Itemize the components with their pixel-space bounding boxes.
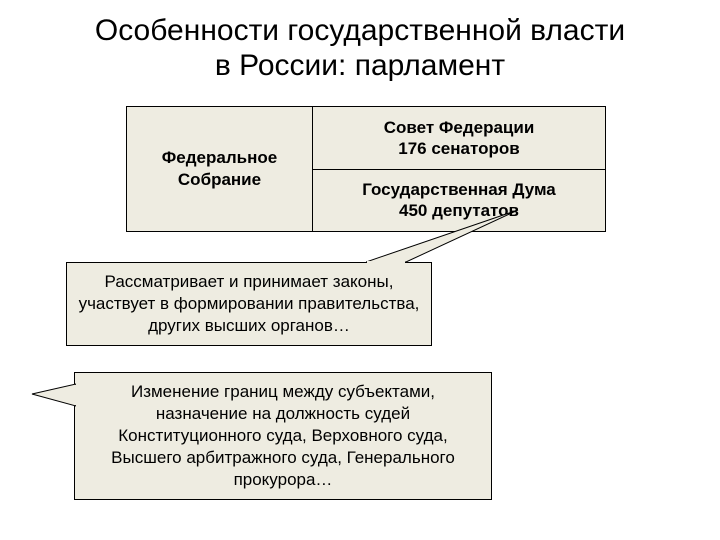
parliament-right-cell-1: Государственная Дума 450 депутатов	[313, 169, 605, 232]
slide: Особенности государственной власти в Рос…	[0, 0, 720, 540]
parliament-left-cell: Федеральное Собрание	[127, 107, 313, 231]
callout-lower-tail	[28, 382, 76, 410]
title-line-2: в России: парламент	[215, 49, 505, 82]
parliament-right-col: Совет Федерации 176 сенаторов Государств…	[313, 107, 605, 231]
parliament-right-cell-0: Совет Федерации 176 сенаторов	[313, 107, 605, 169]
parliament-table: Федеральное Собрание Совет Федерации 176…	[126, 106, 606, 232]
callout-upper: Рассматривает и принимает законы, участв…	[66, 262, 432, 346]
callout-lower-wrap: Изменение границ между субъектами, назна…	[74, 372, 492, 500]
page-title: Особенности государственной власти в Рос…	[0, 14, 720, 83]
callout-upper-wrap: Рассматривает и принимает законы, участв…	[66, 262, 432, 346]
callout-lower: Изменение границ между субъектами, назна…	[74, 372, 492, 500]
title-line-1: Особенности государственной власти	[95, 14, 625, 47]
